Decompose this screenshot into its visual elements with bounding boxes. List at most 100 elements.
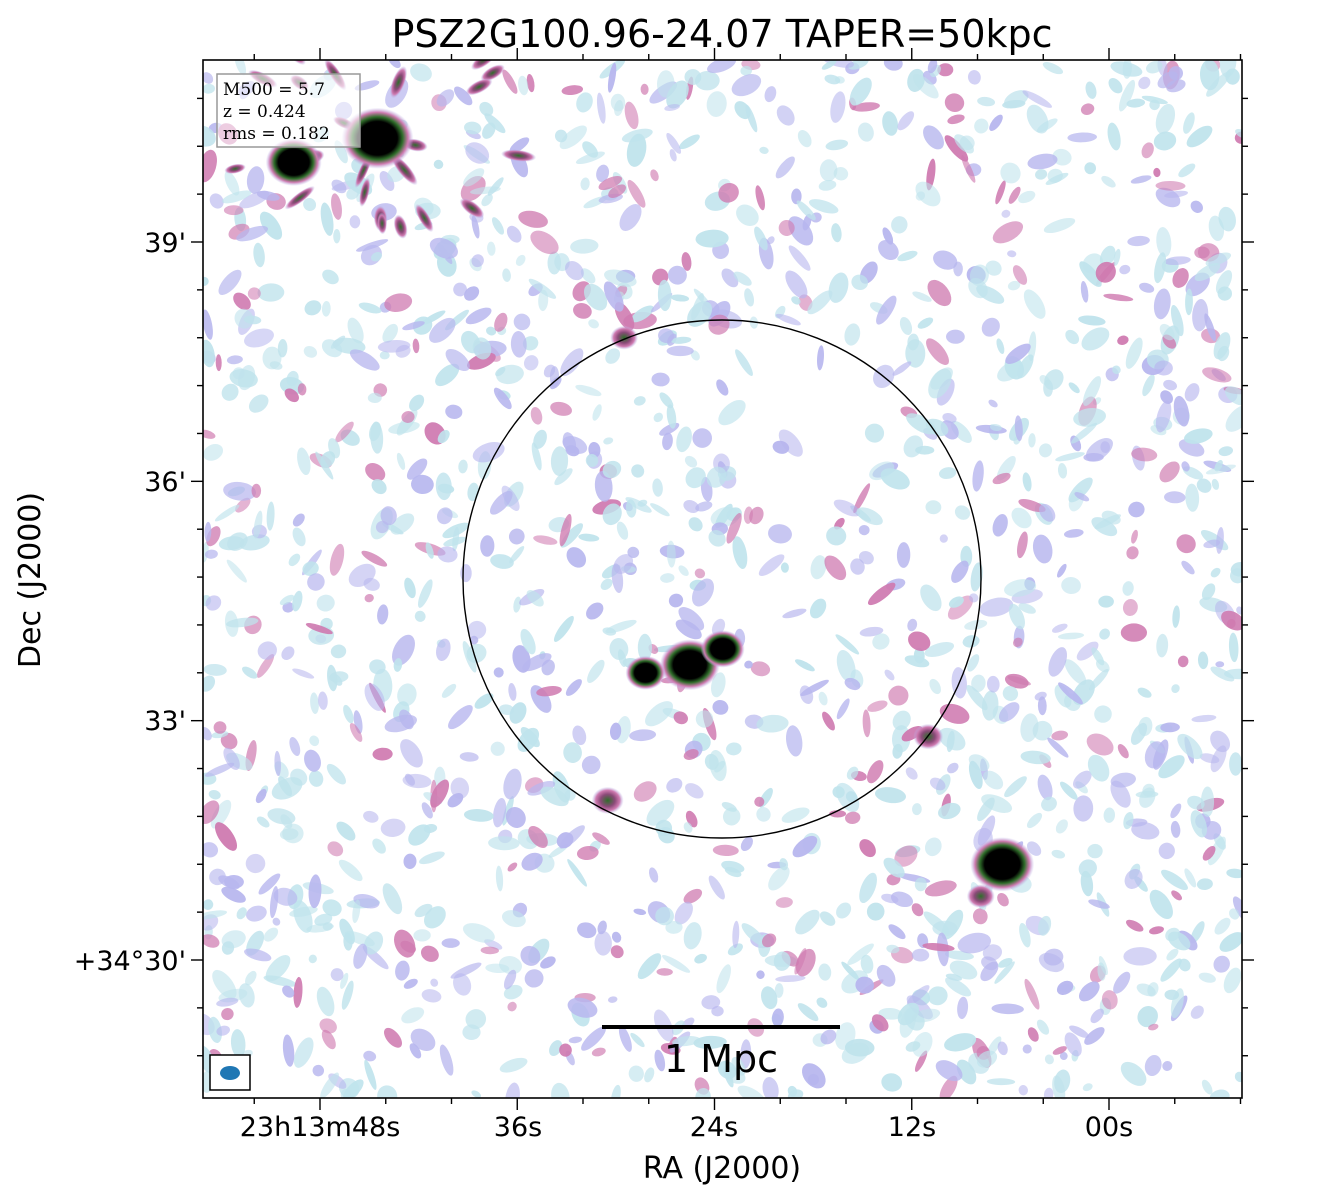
noise-blob [848,60,869,70]
noise-blob [520,628,536,655]
noise-blob [1020,713,1039,743]
noise-blob [460,564,472,583]
noise-blob [437,546,458,563]
noise-blob [846,766,859,780]
noise-blob [1135,790,1159,798]
noise-blob [395,960,410,981]
noise-blob [1211,478,1220,490]
noise-blob [904,655,930,668]
noise-blob [809,598,827,619]
noise-blob [672,1036,701,1047]
noise-blob [807,1073,820,1086]
noise-blob [1126,546,1139,560]
noise-blob [1094,705,1112,723]
noise-blob [859,626,884,637]
noise-blob [1063,529,1084,538]
noise-blob [917,317,934,329]
noise-blob [480,535,495,557]
noise-blob [924,837,942,857]
noise-blob [1139,282,1155,293]
noise-blob [774,983,784,998]
noise-blob [491,217,505,235]
noise-blob [1225,68,1240,85]
noise-blob [1057,632,1085,640]
noise-blob [1098,595,1114,608]
noise-blob [618,1025,632,1052]
noise-blob [282,823,304,844]
noise-blob [464,286,480,301]
noise-blob [1164,190,1188,198]
noise-blob [1184,868,1197,888]
noise-blob [341,980,354,1010]
noise-blob [899,316,913,336]
noise-blob [1160,390,1173,404]
noise-blob [1190,810,1208,838]
noise-blob [733,271,752,286]
noise-blob [1171,890,1182,901]
noise-blob [568,1036,583,1044]
noise-blob [938,467,957,480]
noise-blob [1153,167,1161,178]
noise-blob [726,742,742,756]
noise-blob [536,686,562,697]
noise-blob [377,340,411,353]
noise-blob [653,412,664,423]
noise-blob [695,229,729,248]
noise-blob [223,481,257,501]
noise-blob [692,428,713,448]
noise-blob [675,619,702,640]
noise-blob [985,260,1002,276]
noise-blob [1176,534,1196,554]
noise-blob [481,194,493,207]
noise-blob [218,269,242,296]
noise-blob [974,118,989,134]
noise-blob [1012,265,1028,285]
sidelobe-blob [389,65,408,99]
noise-blob [417,579,433,608]
noise-blob [267,808,296,825]
noise-blob [775,975,806,982]
noise-blob [413,929,431,942]
noise-blob [1154,252,1167,284]
noise-blob [380,506,397,526]
noise-blob [452,526,460,552]
noise-blob [1069,1025,1089,1038]
noise-blob [1154,360,1173,376]
noise-blob [397,683,417,707]
noise-blob [355,239,389,252]
noise-blob [925,418,949,437]
noise-blob [1013,637,1023,648]
noise-blob [937,63,954,77]
noise-blob [736,204,759,227]
noise-blob [425,542,434,559]
noise-blob [505,807,526,828]
noise-blob [818,180,837,191]
noise-blob [556,832,574,849]
noise-blob [404,577,416,599]
beam-ellipse [220,1066,240,1080]
noise-blob [517,727,540,752]
noise-blob [679,134,700,150]
noise-blob [791,188,802,205]
noise-blob [989,424,1002,431]
noise-blob [1142,374,1155,397]
noise-blob [410,1028,436,1052]
noise-blob [213,721,227,734]
noise-blob [1064,659,1087,685]
noise-blob [745,104,758,133]
noise-blob [467,620,487,639]
noise-blob [788,245,811,271]
noise-blob [646,799,675,826]
noise-blob [1047,737,1069,758]
noise-blob [991,1003,1024,1015]
noise-blob [400,739,423,768]
noise-blob [650,503,670,517]
noise-blob [645,701,673,727]
y-tick-label: 33' [144,706,186,737]
noise-blob [1138,76,1151,90]
noise-blob [1057,463,1068,479]
noise-blob [246,905,267,922]
noise-blob [1159,323,1175,341]
noise-blob [1113,971,1131,994]
noise-blob [503,768,522,800]
